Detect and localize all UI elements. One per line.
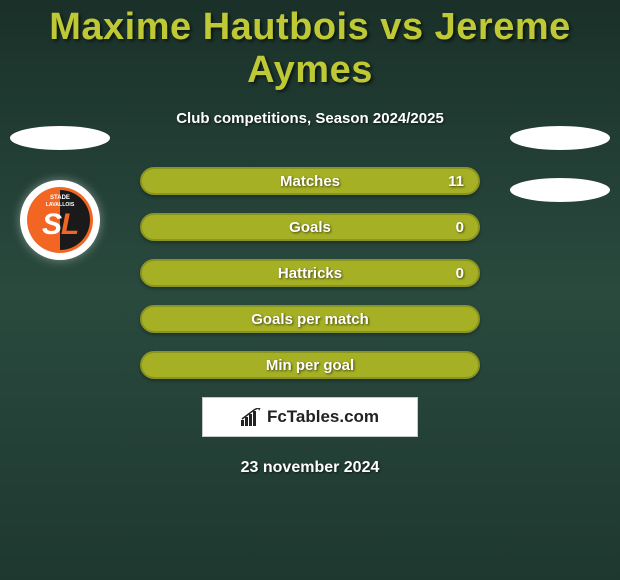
svg-text:STADE: STADE bbox=[50, 195, 70, 201]
stat-value: 0 bbox=[456, 265, 464, 282]
stats-container: Matches 11 Goals 0 Hattricks 0 Goals per… bbox=[140, 167, 480, 379]
svg-text:L: L bbox=[61, 208, 79, 241]
watermark: FcTables.com bbox=[202, 397, 418, 437]
stat-row: Matches 11 bbox=[140, 167, 480, 195]
stat-value: 0 bbox=[456, 219, 464, 236]
stat-label: Goals per match bbox=[251, 311, 369, 328]
page-title: Maxime Hautbois vs Jereme Aymes bbox=[0, 0, 620, 92]
club-badge: STADE LAVALLOIS S L bbox=[20, 180, 100, 260]
stat-row: Goals per match bbox=[140, 305, 480, 333]
stat-row: Min per goal bbox=[140, 351, 480, 379]
chart-icon bbox=[241, 408, 263, 426]
player-right-placeholder-2 bbox=[510, 178, 610, 202]
stat-label: Goals bbox=[289, 219, 331, 236]
stat-label: Min per goal bbox=[266, 357, 354, 374]
player-left-placeholder bbox=[10, 126, 110, 150]
page-subtitle: Club competitions, Season 2024/2025 bbox=[0, 110, 620, 127]
svg-text:S: S bbox=[42, 208, 62, 241]
stat-label: Hattricks bbox=[278, 265, 342, 282]
stat-value: 11 bbox=[448, 173, 464, 190]
player-right-placeholder-1 bbox=[510, 126, 610, 150]
watermark-text: FcTables.com bbox=[267, 407, 379, 427]
date-text: 23 november 2024 bbox=[0, 459, 620, 477]
stat-row: Hattricks 0 bbox=[140, 259, 480, 287]
stat-label: Matches bbox=[280, 173, 340, 190]
stat-row: Goals 0 bbox=[140, 213, 480, 241]
